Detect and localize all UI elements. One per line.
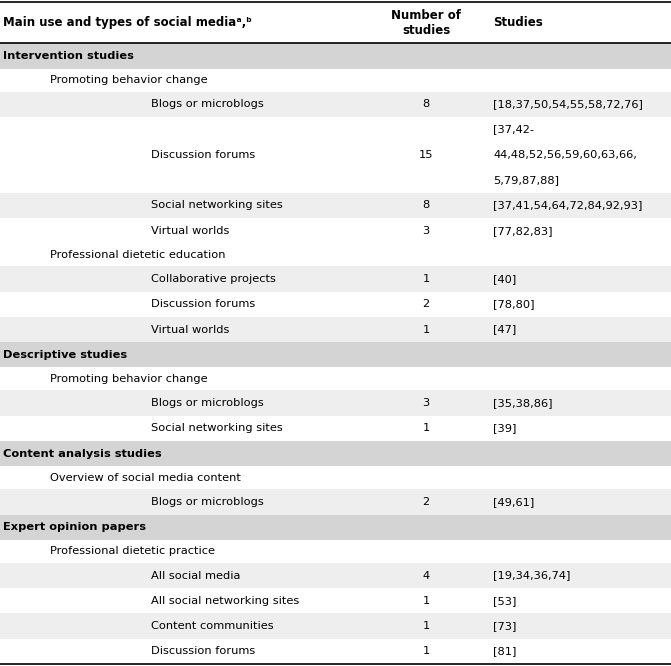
Text: Descriptive studies: Descriptive studies [3,350,127,360]
Bar [0,441,671,466]
Text: [39]: [39] [493,424,517,434]
Bar [0,613,671,639]
Text: 44,48,52,56,59,60,63,66,: 44,48,52,56,59,60,63,66, [493,150,637,160]
Text: 3: 3 [423,226,429,236]
Text: [40]: [40] [493,274,517,284]
Text: Virtual worlds: Virtual worlds [151,226,229,236]
Bar [0,588,671,613]
Bar [0,368,671,390]
Text: 3: 3 [423,398,429,408]
Text: [53]: [53] [493,596,517,606]
Text: Intervention studies: Intervention studies [3,51,134,61]
Bar [0,342,671,368]
Text: [37,42-: [37,42- [493,125,534,135]
Text: [49,61]: [49,61] [493,497,534,507]
Text: Blogs or microblogs: Blogs or microblogs [151,497,264,507]
Text: [37,41,54,64,72,84,92,93]: [37,41,54,64,72,84,92,93] [493,200,643,210]
Text: Main use and types of social mediaᵃ,ᵇ: Main use and types of social mediaᵃ,ᵇ [3,16,252,29]
Text: 15: 15 [419,150,433,160]
Text: [18,37,50,54,55,58,72,76]: [18,37,50,54,55,58,72,76] [493,99,643,109]
Bar [0,515,671,540]
Text: Studies: Studies [493,16,543,29]
Bar [0,292,671,317]
Bar [0,243,671,266]
Text: Number of
studies: Number of studies [391,9,461,37]
Text: Discussion forums: Discussion forums [151,150,255,160]
Bar [0,466,671,490]
Text: Content communities: Content communities [151,621,274,631]
Text: 1: 1 [423,274,429,284]
Text: Collaborative projects: Collaborative projects [151,274,276,284]
Text: 1: 1 [423,424,429,434]
Text: [35,38,86]: [35,38,86] [493,398,553,408]
Text: [47]: [47] [493,324,517,334]
Bar [0,317,671,342]
Bar [0,192,671,218]
Text: 4: 4 [423,571,429,581]
Text: Blogs or microblogs: Blogs or microblogs [151,398,264,408]
Text: 2: 2 [423,299,429,309]
Text: [73]: [73] [493,621,517,631]
Bar [0,117,671,192]
Text: Overview of social media content: Overview of social media content [50,473,241,483]
Text: Promoting behavior change: Promoting behavior change [50,75,208,85]
Text: Virtual worlds: Virtual worlds [151,324,229,334]
Text: [81]: [81] [493,647,517,657]
Bar [0,416,671,441]
Text: 8: 8 [423,99,429,109]
Text: 1: 1 [423,596,429,606]
Text: [77,82,83]: [77,82,83] [493,226,553,236]
Bar [0,639,671,664]
Text: Professional dietetic practice: Professional dietetic practice [50,546,215,556]
Text: 1: 1 [423,621,429,631]
Bar [0,266,671,292]
Bar [0,43,671,69]
Bar [0,218,671,243]
Text: 8: 8 [423,200,429,210]
Bar [0,490,671,515]
Text: Discussion forums: Discussion forums [151,647,255,657]
Text: Promoting behavior change: Promoting behavior change [50,374,208,384]
Text: Blogs or microblogs: Blogs or microblogs [151,99,264,109]
Text: Professional dietetic education: Professional dietetic education [50,250,226,260]
Text: 5,79,87,88]: 5,79,87,88] [493,175,559,185]
Bar [0,2,671,43]
Text: All social networking sites: All social networking sites [151,596,299,606]
Text: Content analysis studies: Content analysis studies [3,449,162,459]
Text: All social media: All social media [151,571,240,581]
Text: [78,80]: [78,80] [493,299,535,309]
Text: Social networking sites: Social networking sites [151,200,282,210]
Text: Expert opinion papers: Expert opinion papers [3,522,146,532]
Text: Social networking sites: Social networking sites [151,424,282,434]
Text: 1: 1 [423,324,429,334]
Text: 2: 2 [423,497,429,507]
Text: [19,34,36,74]: [19,34,36,74] [493,571,570,581]
Bar [0,390,671,416]
Text: Discussion forums: Discussion forums [151,299,255,309]
Text: 1: 1 [423,647,429,657]
Bar [0,563,671,588]
Bar [0,92,671,117]
Bar [0,540,671,563]
Bar [0,69,671,92]
